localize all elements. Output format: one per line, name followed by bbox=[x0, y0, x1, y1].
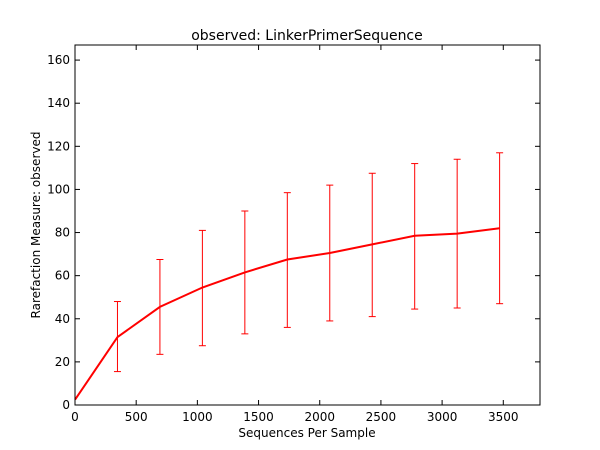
y-tick-label: 140 bbox=[47, 96, 70, 110]
series-line-observed bbox=[74, 227, 500, 401]
x-tick-label: 0 bbox=[71, 410, 79, 424]
y-tick-label: 100 bbox=[47, 182, 70, 196]
x-tick-label: 3000 bbox=[427, 410, 458, 424]
x-tick-label: 3500 bbox=[488, 410, 519, 424]
chart-title: observed: LinkerPrimerSequence bbox=[191, 28, 423, 44]
y-tick-label: 160 bbox=[47, 53, 70, 67]
y-tick-label: 60 bbox=[55, 269, 70, 283]
x-tick-label: 1500 bbox=[243, 410, 274, 424]
y-tick-label: 120 bbox=[47, 139, 70, 153]
x-tick-label: 2500 bbox=[366, 410, 397, 424]
y-tick-label: 40 bbox=[55, 312, 70, 326]
x-tick-label: 2000 bbox=[304, 410, 335, 424]
plot-frame bbox=[74, 44, 541, 406]
y-tick-label: 20 bbox=[55, 355, 70, 369]
y-axis-label: Rarefaction Measure: observed bbox=[29, 132, 43, 319]
x-tick-label: 500 bbox=[125, 410, 148, 424]
y-tick-label: 0 bbox=[62, 398, 70, 412]
x-axis-label: Sequences Per Sample bbox=[238, 426, 375, 440]
y-tick-label: 80 bbox=[55, 226, 70, 240]
x-tick-label: 1000 bbox=[182, 410, 213, 424]
axis-ticks: 0 500 1000 1500 2000 2500 3000 3500 0 20 40 60 80 100… bbox=[47, 45, 540, 424]
